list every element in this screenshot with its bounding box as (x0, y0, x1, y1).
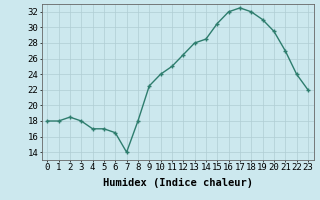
X-axis label: Humidex (Indice chaleur): Humidex (Indice chaleur) (103, 178, 252, 188)
